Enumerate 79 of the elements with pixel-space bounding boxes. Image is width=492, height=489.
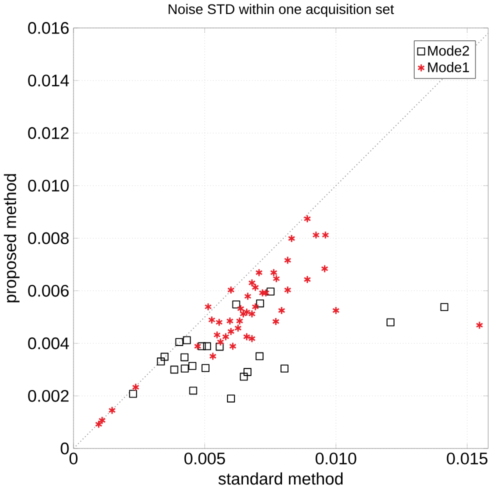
point xyxy=(208,316,216,324)
point xyxy=(320,264,328,274)
point xyxy=(234,324,242,332)
point xyxy=(194,342,202,351)
point xyxy=(198,342,206,350)
x-tick-label: 0 xyxy=(70,452,78,465)
point xyxy=(204,302,212,312)
y-tick-label: 0.014 xyxy=(28,74,69,87)
point xyxy=(188,362,196,370)
point xyxy=(215,318,223,327)
y-tick-label: 0.016 xyxy=(28,22,69,34)
point xyxy=(278,306,286,315)
point xyxy=(266,288,275,296)
y-tick-label: 0.002 xyxy=(28,390,69,402)
point xyxy=(252,302,260,312)
chart-title: Noise STD within one acquisition set xyxy=(168,4,394,18)
point xyxy=(216,343,224,351)
point xyxy=(227,328,235,336)
point xyxy=(236,317,244,326)
point xyxy=(256,300,264,308)
point xyxy=(209,352,217,361)
point xyxy=(98,416,106,425)
point xyxy=(284,286,292,294)
point xyxy=(242,308,250,316)
point xyxy=(129,390,138,398)
point xyxy=(202,364,210,372)
point xyxy=(226,317,234,326)
point xyxy=(132,383,140,392)
point xyxy=(255,268,263,278)
point xyxy=(160,352,169,361)
y-tick-label: 0 xyxy=(60,442,69,455)
point xyxy=(182,336,191,344)
y-tick-label: 0.006 xyxy=(28,285,69,297)
point xyxy=(322,231,330,240)
x-tick-label: 0.015 xyxy=(446,452,488,465)
point xyxy=(440,303,448,312)
point xyxy=(248,334,256,343)
point xyxy=(262,288,270,298)
y-tick-label: 0.008 xyxy=(28,232,69,244)
point xyxy=(258,288,266,298)
x-axis-title: standard method xyxy=(218,472,343,485)
point xyxy=(272,318,280,326)
point xyxy=(244,368,252,376)
point xyxy=(284,256,292,265)
point xyxy=(175,338,184,346)
point xyxy=(156,358,165,366)
point xyxy=(229,342,237,351)
point xyxy=(256,352,264,360)
x-tick-label: 0.005 xyxy=(184,452,225,465)
point xyxy=(227,286,235,294)
point xyxy=(386,318,394,326)
point xyxy=(203,342,212,350)
point xyxy=(242,332,250,342)
point xyxy=(94,420,102,429)
point xyxy=(227,394,235,403)
point xyxy=(170,366,178,374)
point xyxy=(108,406,116,415)
point xyxy=(222,332,230,342)
y-tick-label: 0.012 xyxy=(28,127,69,140)
y-tick-label: 0.010 xyxy=(28,180,69,192)
y-tick-label: 0.004 xyxy=(28,338,69,350)
point xyxy=(288,234,296,243)
point xyxy=(312,231,320,240)
point xyxy=(180,354,188,362)
point xyxy=(304,275,312,284)
y-axis-title: proposed method xyxy=(4,174,20,303)
point xyxy=(248,310,256,318)
legend-label: Mode2 xyxy=(428,46,469,56)
point xyxy=(180,364,189,373)
point xyxy=(332,306,340,315)
legend-label: Mode1 xyxy=(428,62,469,72)
point xyxy=(244,292,252,301)
point xyxy=(240,372,248,381)
point xyxy=(232,300,240,309)
point xyxy=(280,364,288,373)
point xyxy=(476,321,484,330)
point xyxy=(189,386,198,395)
point xyxy=(304,214,312,224)
x-tick-label: 0.010 xyxy=(316,452,356,465)
